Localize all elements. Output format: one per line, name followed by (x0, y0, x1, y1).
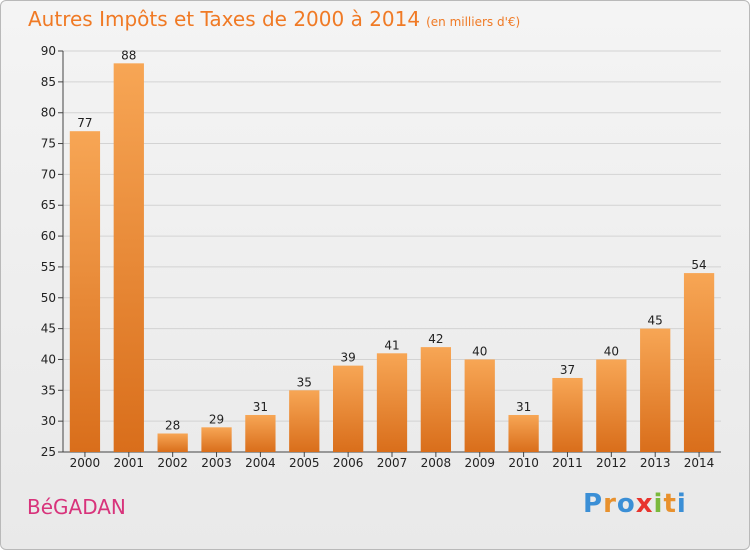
y-tick-label: 60 (41, 229, 56, 243)
y-tick-label: 45 (41, 322, 56, 336)
logo-letter: i (676, 489, 687, 519)
bar-2009 (464, 359, 495, 452)
data-label-2003: 29 (209, 412, 224, 426)
bar-2002 (157, 433, 188, 452)
data-label-2007: 41 (384, 338, 399, 352)
logo-letter: P (583, 489, 604, 519)
y-tick-label: 35 (41, 383, 56, 397)
x-tick-label: 2005 (289, 456, 320, 470)
x-tick-label: 2012 (596, 456, 627, 470)
labels: 25 30 35 40 45 50 55 60 65 70 75 80 85 90 77 2000 88 2001… (41, 44, 715, 470)
y-tick-label: 80 (41, 106, 56, 120)
data-label-2008: 42 (428, 332, 443, 346)
y-tick-label: 65 (41, 198, 56, 212)
data-label-2014: 54 (691, 258, 706, 272)
logo-letter: x (635, 489, 654, 519)
x-tick-label: 2008 (421, 456, 452, 470)
bar-2004 (245, 414, 276, 452)
x-tick-label: 2011 (552, 456, 583, 470)
commune-name: BéGADAN (27, 495, 126, 519)
proxiti-logo: Proxiti (583, 489, 687, 519)
data-label-2010: 31 (516, 400, 531, 414)
chart-title-text: Autres Impôts et Taxes de 2000 à 2014 (28, 7, 421, 31)
chart-title: Autres Impôts et Taxes de 2000 à 2014 (en… (28, 7, 520, 31)
y-tick-label: 70 (41, 167, 56, 181)
x-tick-label: 2003 (201, 456, 232, 470)
x-tick-label: 2002 (157, 456, 188, 470)
data-label-2011: 37 (560, 363, 575, 377)
bar-2014 (683, 273, 715, 452)
data-label-2012: 40 (604, 344, 619, 358)
logo-letter: o (616, 489, 636, 519)
x-tick-label: 2000 (70, 456, 101, 470)
logo-letter: t (663, 489, 677, 519)
logo-letter: r (603, 489, 617, 519)
data-label-2005: 35 (297, 375, 312, 389)
x-tick-label: 2009 (464, 456, 495, 470)
x-tick-label: 2013 (640, 456, 671, 470)
x-tick-label: 2007 (377, 456, 408, 470)
bar-2008 (420, 347, 452, 452)
chart-subtitle: (en milliers d'€) (426, 15, 521, 29)
bar-2000 (69, 131, 101, 452)
y-tick-label: 85 (41, 75, 56, 89)
bar-2010 (508, 414, 539, 452)
x-tick-label: 2004 (245, 456, 276, 470)
data-label-2000: 77 (77, 116, 92, 130)
y-tick-label: 40 (41, 352, 56, 366)
data-label-2006: 39 (340, 351, 355, 365)
bar-2007 (376, 353, 408, 452)
bar-2012 (596, 359, 627, 452)
y-tick-label: 50 (41, 291, 56, 305)
y-tick-label: 90 (41, 44, 56, 58)
data-label-2009: 40 (472, 344, 487, 358)
y-tick-label: 30 (41, 414, 56, 428)
x-tick-label: 2014 (684, 456, 715, 470)
x-tick-label: 2001 (114, 456, 145, 470)
data-label-2004: 31 (253, 400, 268, 414)
logo-letter: i (653, 489, 664, 519)
bar-chart: 25 30 35 40 45 50 55 60 65 70 75 80 85 90 77 2000 88 2001… (41, 44, 721, 470)
x-tick-label: 2006 (333, 456, 364, 470)
bars (69, 63, 715, 452)
data-label-2002: 28 (165, 418, 180, 432)
data-label-2001: 88 (121, 48, 136, 62)
bar-2005 (289, 390, 320, 452)
bar-2003 (201, 427, 232, 452)
bar-2001 (113, 63, 144, 452)
y-tick-label: 75 (41, 137, 56, 151)
bar-2013 (640, 328, 671, 452)
data-label-2013: 45 (648, 314, 663, 328)
y-tick-label: 55 (41, 260, 56, 274)
y-tick-label: 25 (41, 445, 56, 459)
bar-2011 (552, 377, 583, 452)
bar-2006 (332, 365, 364, 452)
x-tick-label: 2010 (508, 456, 539, 470)
